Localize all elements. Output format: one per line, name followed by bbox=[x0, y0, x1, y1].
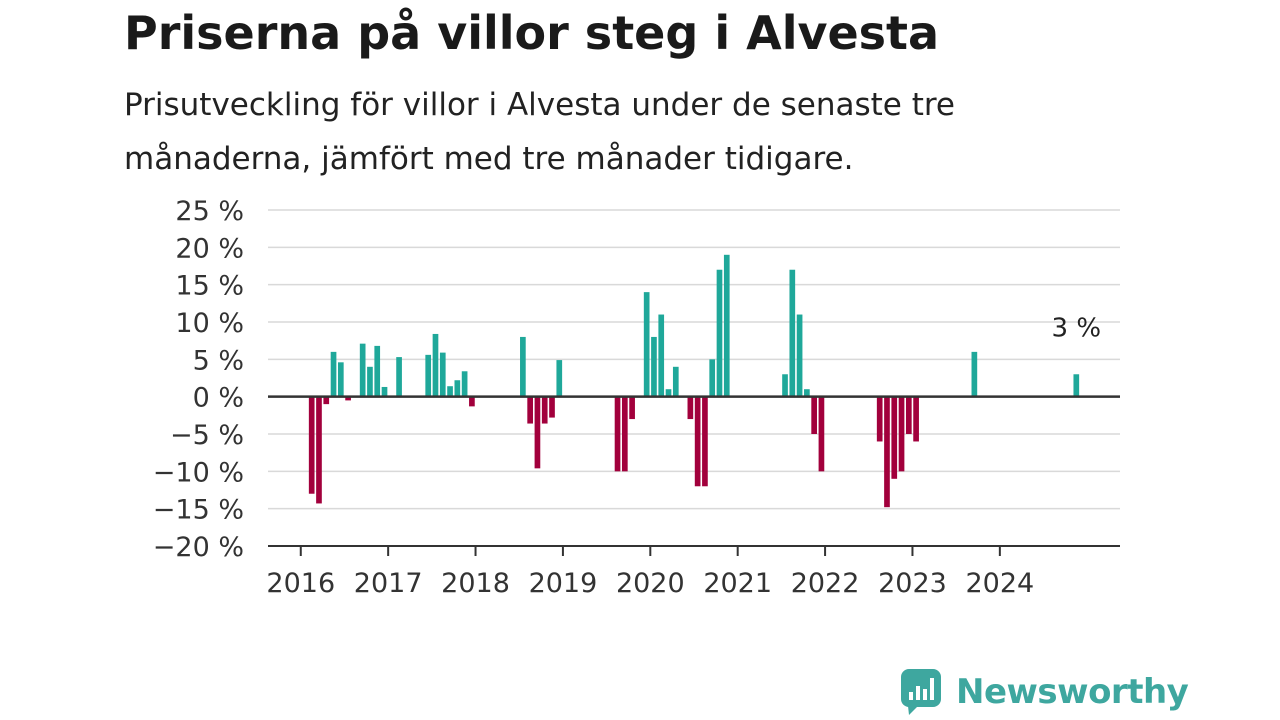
x-tick-label: 2024 bbox=[965, 568, 1034, 599]
data-label: 3 % bbox=[1052, 313, 1102, 343]
bar bbox=[534, 396, 541, 469]
bar bbox=[454, 380, 461, 397]
bar bbox=[359, 343, 366, 397]
y-tick-label: −20 % bbox=[153, 532, 244, 563]
y-tick-label: 20 % bbox=[175, 233, 244, 264]
bar bbox=[461, 371, 468, 397]
bar bbox=[1073, 374, 1080, 397]
bar bbox=[709, 359, 716, 397]
bar bbox=[374, 345, 381, 397]
bar bbox=[694, 396, 701, 487]
bar bbox=[316, 396, 322, 504]
bar bbox=[811, 396, 817, 434]
bar bbox=[651, 336, 657, 397]
bar bbox=[898, 396, 905, 472]
brand-name: Newsworthy bbox=[956, 672, 1189, 712]
y-tick-label: 5 % bbox=[193, 345, 244, 376]
y-tick-label: 0 % bbox=[193, 383, 244, 414]
bar bbox=[796, 314, 803, 397]
bar bbox=[432, 333, 439, 397]
bar bbox=[905, 396, 912, 434]
bar bbox=[687, 396, 694, 420]
y-tick-label: 25 % bbox=[175, 196, 244, 227]
bar bbox=[425, 354, 432, 397]
bar bbox=[891, 396, 898, 479]
brand-logo: Newsworthy bbox=[900, 668, 1189, 716]
x-tick-label: 2022 bbox=[791, 568, 860, 599]
bar bbox=[308, 396, 315, 494]
chart-title: Priserna på villor steg i Alvesta bbox=[124, 6, 940, 60]
x-tick-label: 2018 bbox=[441, 568, 510, 599]
bar bbox=[672, 366, 679, 397]
bar bbox=[439, 352, 446, 397]
bar bbox=[804, 389, 810, 397]
bar bbox=[818, 396, 825, 472]
bar bbox=[614, 396, 621, 472]
bar bbox=[643, 292, 650, 397]
bar bbox=[913, 396, 919, 442]
bar bbox=[621, 396, 628, 472]
bar bbox=[447, 386, 453, 397]
y-tick-label: −15 % bbox=[153, 495, 244, 526]
bar bbox=[789, 269, 796, 397]
bar bbox=[971, 351, 978, 397]
chart-subtitle: Prisutveckling för villor i Alvesta unde… bbox=[124, 87, 956, 177]
bar bbox=[469, 396, 475, 407]
x-tick-label: 2019 bbox=[529, 568, 598, 599]
bar bbox=[723, 254, 730, 397]
bar bbox=[337, 362, 344, 397]
bar bbox=[556, 360, 563, 397]
bar bbox=[520, 336, 526, 397]
x-tick-label: 2023 bbox=[878, 568, 947, 599]
y-tick-label: −10 % bbox=[153, 457, 244, 488]
x-tick-label: 2017 bbox=[354, 568, 423, 599]
bar bbox=[782, 374, 788, 397]
bar bbox=[629, 396, 635, 420]
bar bbox=[396, 357, 402, 397]
newsworthy-logo-icon bbox=[901, 669, 941, 715]
bar bbox=[658, 314, 665, 397]
bar bbox=[345, 396, 351, 401]
bar bbox=[323, 396, 330, 405]
bar bbox=[381, 386, 388, 397]
y-tick-label: 10 % bbox=[175, 308, 244, 339]
bar bbox=[541, 396, 548, 424]
bar bbox=[716, 269, 723, 397]
bar bbox=[876, 396, 883, 442]
bar bbox=[527, 396, 533, 424]
bar bbox=[330, 351, 337, 397]
bar bbox=[884, 396, 890, 508]
x-tick-label: 2020 bbox=[616, 568, 685, 599]
y-tick-label: 15 % bbox=[175, 271, 244, 302]
bar bbox=[665, 389, 672, 397]
y-tick-label: −5 % bbox=[170, 420, 244, 451]
bar bbox=[549, 396, 555, 418]
bar bbox=[367, 366, 373, 397]
x-tick-label: 2021 bbox=[703, 568, 772, 599]
bar bbox=[702, 396, 708, 487]
x-tick-label: 2016 bbox=[266, 568, 335, 599]
